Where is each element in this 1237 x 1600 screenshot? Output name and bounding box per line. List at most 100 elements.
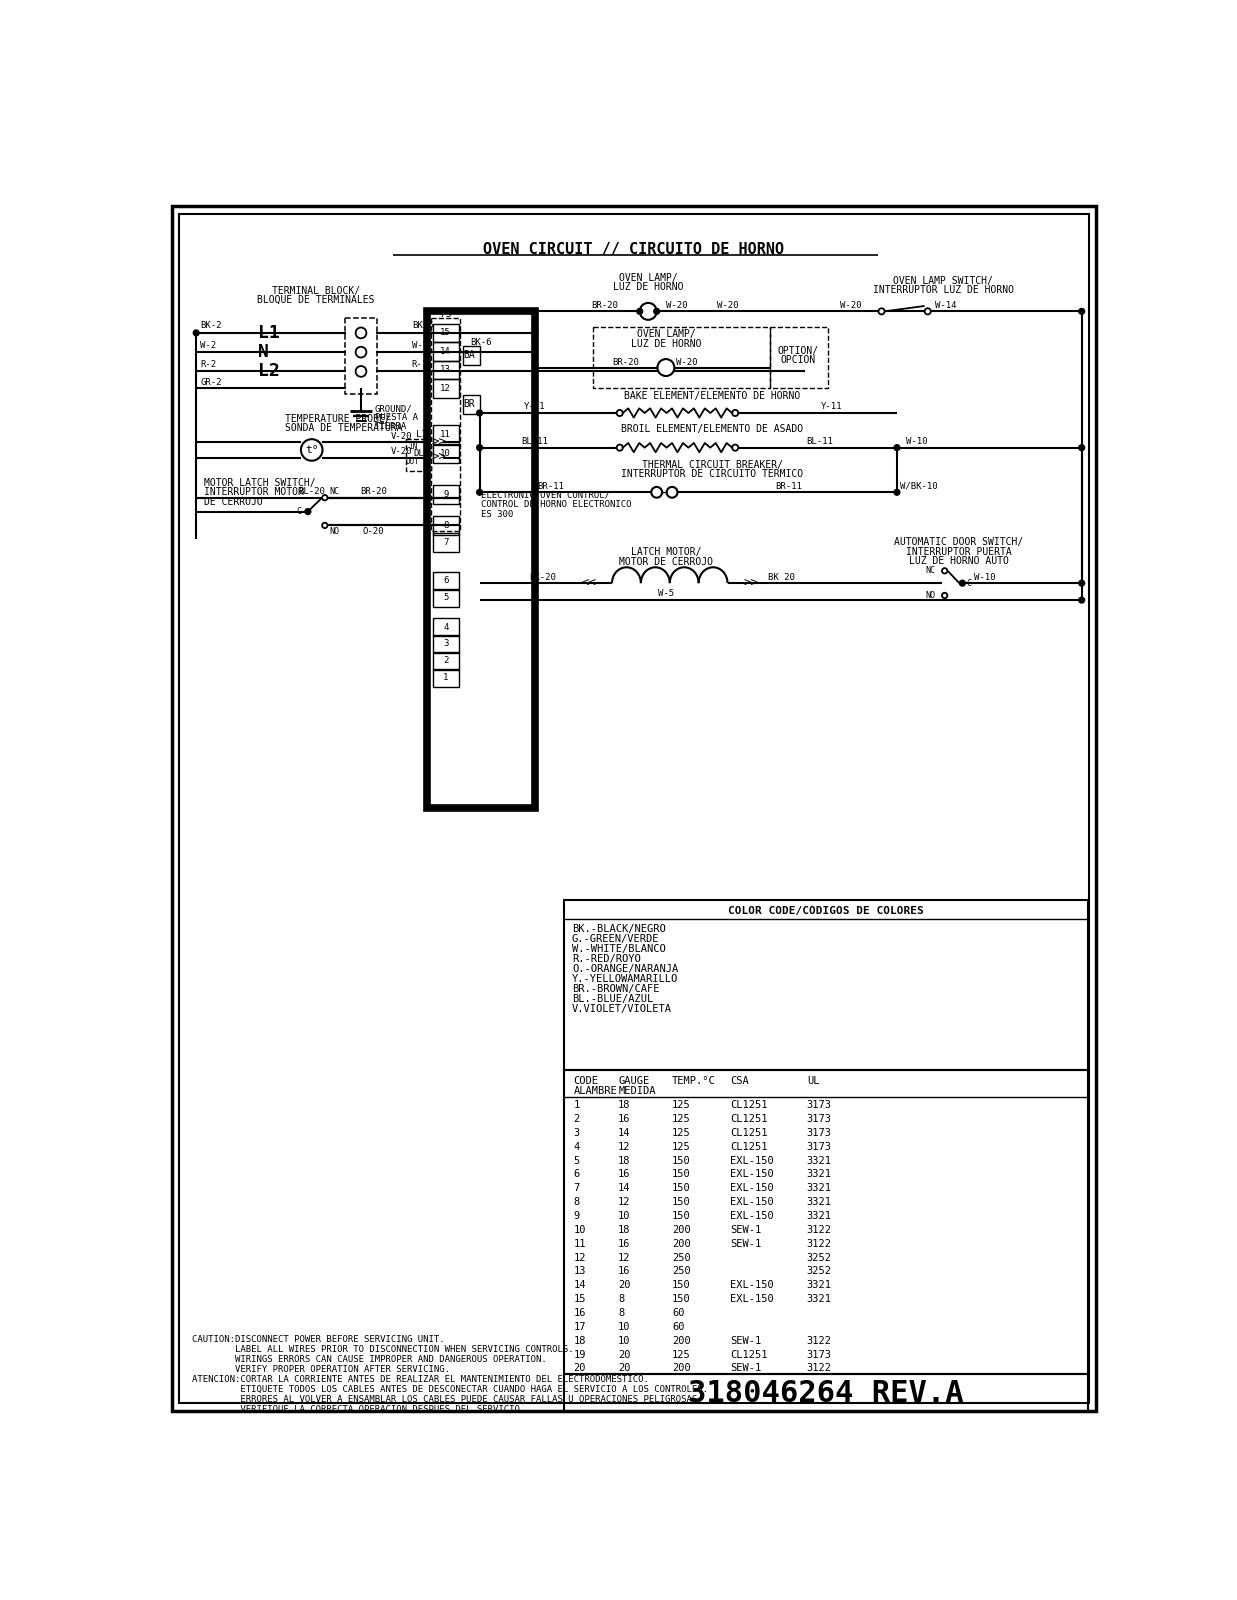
Text: NC: NC (925, 566, 935, 576)
Circle shape (941, 568, 948, 573)
Text: 10: 10 (618, 1322, 631, 1331)
Text: 3: 3 (574, 1128, 580, 1138)
Text: CODE: CODE (574, 1075, 599, 1085)
Text: INTERRUPTOR DE CIRCUITO TERMICO: INTERRUPTOR DE CIRCUITO TERMICO (621, 469, 803, 478)
Text: 8: 8 (618, 1294, 625, 1304)
Text: OPTION/: OPTION/ (778, 346, 819, 355)
Circle shape (322, 494, 328, 501)
Text: DLB: DLB (413, 450, 430, 458)
Text: CONTROL DE HORNO ELECTRONICO: CONTROL DE HORNO ELECTRONICO (481, 501, 632, 509)
Circle shape (477, 410, 482, 416)
Text: UL: UL (807, 1075, 819, 1085)
Text: V-20: V-20 (391, 446, 412, 456)
Text: BL-11: BL-11 (522, 437, 548, 446)
Text: COLOR CODE/CODIGOS DE COLORES: COLOR CODE/CODIGOS DE COLORES (729, 906, 924, 917)
Text: 10: 10 (574, 1226, 586, 1235)
Text: BA: BA (464, 350, 475, 360)
Text: L1: L1 (417, 430, 427, 438)
Text: 6: 6 (443, 576, 448, 586)
Text: BL-20: BL-20 (298, 486, 325, 496)
Text: NO: NO (329, 526, 339, 536)
Bar (433, 342, 459, 360)
Text: 9: 9 (443, 490, 448, 499)
Text: O-20: O-20 (362, 526, 383, 536)
Text: MOTOR DE CERROJO: MOTOR DE CERROJO (618, 557, 713, 566)
Text: OVEN LAMP/: OVEN LAMP/ (618, 274, 678, 283)
Text: 125: 125 (672, 1142, 690, 1152)
Circle shape (616, 445, 622, 451)
Circle shape (667, 486, 678, 498)
Text: 3122: 3122 (807, 1226, 831, 1235)
Circle shape (894, 445, 899, 450)
Bar (433, 651, 459, 670)
Bar (433, 426, 459, 443)
Text: INTERRUPTOR LUZ DE HORNO: INTERRUPTOR LUZ DE HORNO (872, 285, 1013, 294)
Text: >>: >> (743, 576, 758, 590)
Text: ETIQUETE TODOS LOS CABLES ANTES DE DESCONECTAR CUANDO HAGA EL SERVICIO A LOS CON: ETIQUETE TODOS LOS CABLES ANTES DE DESCO… (193, 1386, 709, 1394)
Circle shape (1079, 581, 1085, 586)
Text: BR-20: BR-20 (591, 301, 618, 310)
Text: W-20: W-20 (666, 301, 688, 310)
Text: 125: 125 (672, 1114, 690, 1123)
Text: P5: P5 (440, 309, 452, 318)
Text: 16: 16 (618, 1114, 631, 1123)
Bar (433, 323, 459, 342)
Bar (564, 901, 1087, 1070)
Text: 14: 14 (574, 1280, 586, 1290)
Text: EXL-150: EXL-150 (730, 1184, 773, 1194)
Circle shape (616, 410, 622, 416)
Text: GAUGE: GAUGE (618, 1075, 649, 1085)
Circle shape (477, 490, 482, 494)
Text: 10: 10 (618, 1336, 631, 1346)
Text: 3321: 3321 (807, 1280, 831, 1290)
Text: 15: 15 (574, 1294, 586, 1304)
Text: 16: 16 (618, 1266, 631, 1277)
Text: MEDIDA: MEDIDA (618, 1085, 656, 1096)
Bar (433, 379, 459, 397)
Text: 3173: 3173 (807, 1142, 831, 1152)
Text: 17: 17 (574, 1322, 586, 1331)
Text: LUZ DE HORNO AUTO: LUZ DE HORNO AUTO (909, 555, 1008, 566)
Text: 200: 200 (672, 1363, 690, 1373)
Circle shape (637, 309, 642, 314)
Bar (433, 618, 459, 637)
Text: GR-2: GR-2 (200, 379, 221, 387)
Text: CSA: CSA (730, 1075, 748, 1085)
Circle shape (878, 309, 884, 315)
Text: 60: 60 (672, 1322, 684, 1331)
Text: PUESTA A: PUESTA A (375, 413, 418, 422)
Text: 20: 20 (618, 1349, 631, 1360)
Text: BK-6: BK-6 (470, 339, 492, 347)
Text: 3: 3 (443, 640, 448, 648)
Text: 18: 18 (618, 1155, 631, 1165)
Text: 7: 7 (443, 538, 448, 547)
Circle shape (960, 581, 965, 586)
Text: R.-RED/ROYO: R.-RED/ROYO (571, 954, 641, 963)
Text: SEW-1: SEW-1 (730, 1336, 761, 1346)
Text: 14: 14 (618, 1184, 631, 1194)
Text: 9: 9 (574, 1211, 580, 1221)
Bar (427, 312, 536, 808)
Text: DE CERROJO: DE CERROJO (204, 496, 262, 507)
Text: Y-11: Y-11 (820, 402, 842, 411)
Text: ALAMBRE: ALAMBRE (574, 1085, 617, 1096)
Text: 3321: 3321 (807, 1197, 831, 1206)
Text: BROIL ELEMENT/ELEMENTO DE ASADO: BROIL ELEMENT/ELEMENTO DE ASADO (621, 424, 803, 434)
Bar (407, 438, 430, 470)
Text: BLOQUE DE TERMINALES: BLOQUE DE TERMINALES (257, 294, 375, 304)
Text: 20: 20 (618, 1280, 631, 1290)
Text: BR-11: BR-11 (776, 482, 803, 491)
Text: 3173: 3173 (807, 1114, 831, 1123)
Text: 4: 4 (574, 1142, 580, 1152)
Text: 7: 7 (574, 1184, 580, 1194)
Text: INTERRUPTOR PUERTA: INTERRUPTOR PUERTA (905, 547, 1012, 557)
Text: VERIFY PROPER OPERATION AFTER SERVICING.: VERIFY PROPER OPERATION AFTER SERVICING. (193, 1365, 450, 1374)
Text: NO: NO (925, 590, 935, 600)
Text: 16: 16 (618, 1238, 631, 1248)
Text: TEMPERATURE PROBE/: TEMPERATURE PROBE/ (285, 414, 391, 424)
Circle shape (532, 330, 538, 336)
Bar (433, 533, 459, 552)
Text: C: C (966, 579, 971, 587)
Bar (433, 485, 459, 504)
Text: W-10: W-10 (907, 437, 928, 446)
